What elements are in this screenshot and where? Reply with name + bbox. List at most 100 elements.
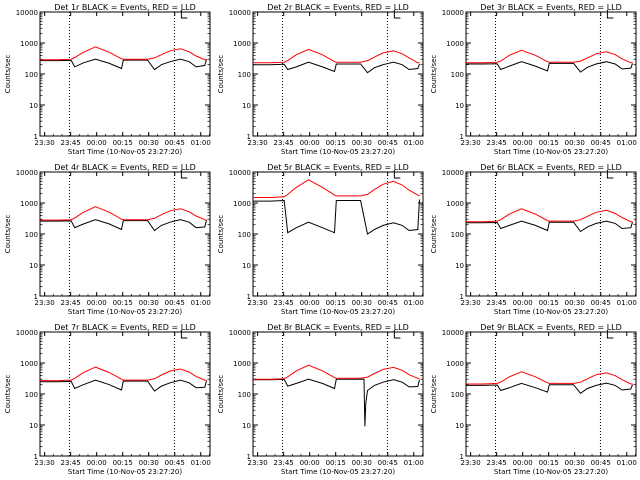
plot-frame bbox=[39, 331, 211, 457]
y-tick-label: 10000 bbox=[16, 329, 38, 337]
y-tick-label: 1000 bbox=[233, 40, 251, 48]
y-tick-label: 100 bbox=[25, 391, 38, 399]
x-tick-label: 01:00 bbox=[191, 139, 211, 147]
x-tick-label: 23:45 bbox=[487, 139, 507, 147]
y-axis-label: Counts/sec bbox=[430, 55, 438, 94]
y-tick-label: 1 bbox=[247, 453, 251, 461]
bracket-marker bbox=[393, 10, 401, 19]
y-tick-label: 10 bbox=[242, 262, 251, 270]
y-tick-label: 10000 bbox=[229, 9, 251, 17]
x-tick-label: 00:30 bbox=[139, 299, 159, 307]
detector-panel-4: Det 4r BLACK = Events, RED = LLD 1 10 100 10… bbox=[4, 163, 211, 316]
series-line-lld bbox=[40, 366, 207, 382]
plot-frame bbox=[465, 171, 637, 297]
x-tick-label: 00:00 bbox=[87, 459, 107, 467]
x-tick-label: 23:30 bbox=[248, 299, 268, 307]
x-tick-label: 23:45 bbox=[274, 459, 294, 467]
x-tick-label: 23:30 bbox=[461, 299, 481, 307]
y-tick-label: 10 bbox=[29, 262, 38, 270]
panel-title: Det 9r BLACK = Events, RED = LLD bbox=[480, 323, 622, 332]
x-tick-label: 00:45 bbox=[165, 299, 185, 307]
bracket-marker bbox=[180, 170, 188, 179]
detector-panel-7: Det 7r BLACK = Events, RED = LLD 1 10 100 10… bbox=[4, 323, 211, 476]
x-tick-label: 00:15 bbox=[326, 299, 346, 307]
x-axis-label: Start Time (10-Nov-05 23:27:20) bbox=[68, 308, 182, 316]
x-tick-label: 01:00 bbox=[617, 139, 637, 147]
plot-frame bbox=[252, 171, 424, 297]
series-line-lld bbox=[466, 49, 633, 64]
series-line-events bbox=[253, 199, 420, 235]
y-tick-label: 1 bbox=[460, 133, 464, 141]
y-tick-label: 10000 bbox=[16, 9, 38, 17]
y-tick-label: 10 bbox=[29, 422, 38, 430]
plot-frame bbox=[252, 331, 424, 457]
x-tick-label: 23:45 bbox=[274, 139, 294, 147]
y-tick-label: 1000 bbox=[20, 200, 38, 208]
y-tick-label: 10000 bbox=[229, 169, 251, 177]
y-tick-label: 10 bbox=[455, 422, 464, 430]
x-axis-label: Start Time (10-Nov-05 23:27:20) bbox=[494, 148, 608, 156]
x-axis-label: Start Time (10-Nov-05 23:27:20) bbox=[68, 468, 182, 476]
panel-title: Det 8r BLACK = Events, RED = LLD bbox=[267, 323, 409, 332]
detector-panel-3: Det 3r BLACK = Events, RED = LLD 1 10 100 10… bbox=[430, 3, 637, 156]
x-tick-label: 00:15 bbox=[113, 299, 133, 307]
detector-panel-5: Det 5r BLACK = Events, RED = LLD 1 10 100 10… bbox=[217, 163, 424, 316]
x-tick-label: 01:00 bbox=[404, 459, 424, 467]
panel-title: Det 2r BLACK = Events, RED = LLD bbox=[267, 3, 409, 12]
plot-frame bbox=[39, 171, 211, 297]
y-tick-label: 1000 bbox=[20, 360, 38, 368]
detector-panel-9: Det 9r BLACK = Events, RED = LLD 1 10 100 10… bbox=[430, 323, 637, 476]
x-tick-label: 00:00 bbox=[300, 459, 320, 467]
series-line-events bbox=[253, 378, 420, 427]
y-tick-label: 10000 bbox=[16, 169, 38, 177]
x-tick-label: 00:30 bbox=[139, 139, 159, 147]
detector-panel-6: Det 6r BLACK = Events, RED = LLD 1 10 100 10… bbox=[430, 163, 637, 316]
x-tick-label: 01:00 bbox=[404, 299, 424, 307]
y-tick-label: 1000 bbox=[20, 40, 38, 48]
y-axis-label: Counts/sec bbox=[430, 215, 438, 254]
panel-title: Det 6r BLACK = Events, RED = LLD bbox=[480, 163, 622, 172]
y-tick-label: 100 bbox=[238, 391, 251, 399]
y-tick-label: 1 bbox=[247, 293, 251, 301]
y-tick-label: 10 bbox=[29, 102, 38, 110]
y-tick-label: 100 bbox=[25, 71, 38, 79]
x-tick-label: 00:30 bbox=[352, 299, 372, 307]
y-tick-label: 1 bbox=[247, 133, 251, 141]
x-axis-label: Start Time (10-Nov-05 23:27:20) bbox=[281, 148, 395, 156]
x-tick-label: 23:30 bbox=[461, 139, 481, 147]
x-tick-label: 23:30 bbox=[35, 299, 55, 307]
x-axis-label: Start Time (10-Nov-05 23:27:20) bbox=[281, 468, 395, 476]
y-tick-label: 10000 bbox=[229, 329, 251, 337]
bracket-marker bbox=[180, 330, 188, 339]
x-tick-label: 23:45 bbox=[61, 459, 81, 467]
x-tick-label: 00:15 bbox=[113, 139, 133, 147]
x-tick-label: 00:00 bbox=[300, 299, 320, 307]
y-axis-label: Counts/sec bbox=[217, 55, 225, 94]
bracket-marker bbox=[606, 10, 614, 19]
x-tick-label: 00:45 bbox=[378, 459, 398, 467]
panel-title: Det 4r BLACK = Events, RED = LLD bbox=[54, 163, 196, 172]
y-tick-label: 1 bbox=[34, 293, 38, 301]
x-axis-label: Start Time (10-Nov-05 23:27:20) bbox=[494, 468, 608, 476]
y-tick-label: 100 bbox=[451, 391, 464, 399]
series-line-lld bbox=[253, 48, 420, 64]
x-tick-label: 00:30 bbox=[565, 459, 585, 467]
series-line-lld bbox=[466, 371, 633, 385]
x-tick-label: 01:00 bbox=[191, 459, 211, 467]
plot-frame bbox=[252, 11, 424, 137]
series-line-lld bbox=[253, 179, 420, 198]
y-tick-label: 1000 bbox=[446, 40, 464, 48]
y-tick-label: 10 bbox=[455, 102, 464, 110]
y-tick-label: 100 bbox=[238, 71, 251, 79]
bracket-marker bbox=[393, 170, 401, 179]
x-tick-label: 23:45 bbox=[487, 459, 507, 467]
series-line-lld bbox=[466, 208, 633, 223]
x-tick-label: 00:00 bbox=[87, 139, 107, 147]
x-tick-label: 01:00 bbox=[617, 299, 637, 307]
x-tick-label: 01:00 bbox=[617, 459, 637, 467]
plot-frame bbox=[465, 11, 637, 137]
y-tick-label: 100 bbox=[25, 231, 38, 239]
x-tick-label: 00:15 bbox=[113, 459, 133, 467]
x-tick-label: 00:30 bbox=[139, 459, 159, 467]
x-tick-label: 01:00 bbox=[404, 139, 424, 147]
